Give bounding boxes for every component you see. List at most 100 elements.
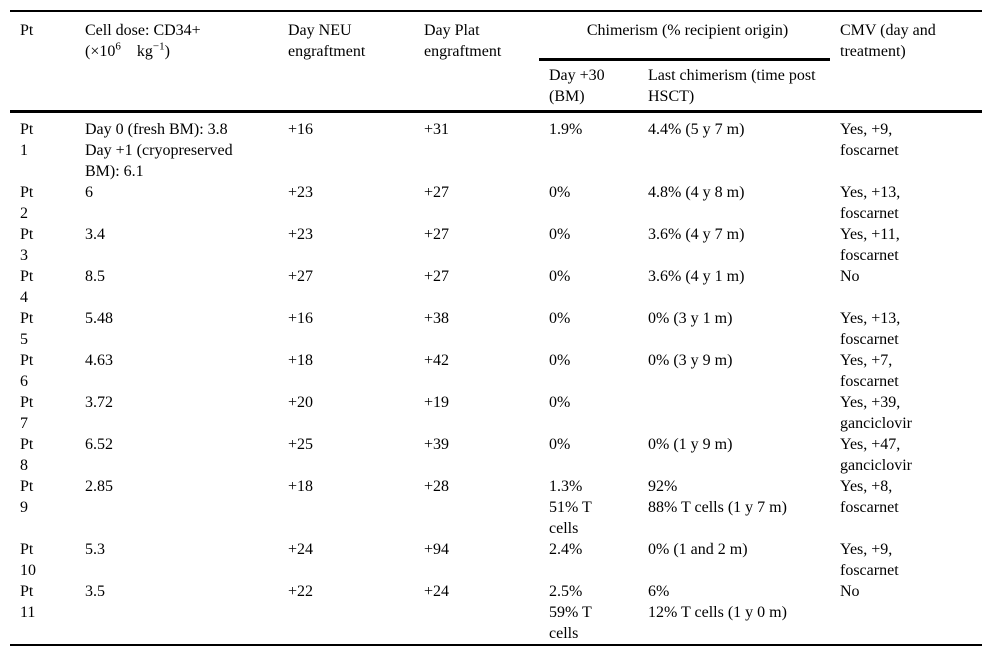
cell-neu: +16 — [288, 121, 314, 138]
cell-day30: 1.3% 51% T cells — [549, 478, 592, 537]
cell-neu: +22 — [278, 581, 414, 646]
cell-pt: Pt 4 — [20, 268, 34, 306]
cell-last-chimerism: 0% (3 y 9 m) — [648, 352, 733, 369]
cell-pt: Pt 7 — [20, 394, 34, 432]
cell-dose: 5.3 — [85, 541, 105, 558]
patient-row: Pt 4 8.5 +27 +27 0% 3.6% (4 y 1 m) No — [10, 266, 982, 308]
cell-last-chimerism: 92% 88% T cells (1 y 7 m) — [648, 478, 787, 516]
col-header-day-neu: Day NEU engraftment — [278, 10, 414, 113]
cell-cmv: Yes, +7, foscarnet — [840, 352, 899, 390]
cell-cmv: Yes, +13, foscarnet — [840, 184, 901, 222]
cell-dose: 6 — [85, 184, 93, 201]
cell-plat: +39 — [424, 436, 450, 453]
cell-cmv: Yes, +9, foscarnet — [840, 541, 899, 579]
cell-dose-header-units: (×106 kg−1) — [85, 40, 170, 60]
patient-row: Pt 9 2.85 +18 +28 1.3% 51% T cells 92% 8… — [10, 476, 982, 539]
cell-cmv: No — [840, 268, 860, 285]
cell-day30: 0% — [549, 436, 571, 453]
cell-dose: 2.85 — [85, 478, 113, 495]
cell-neu: +18 — [288, 478, 314, 495]
patient-row: Pt 6 4.63 +18 +42 0% 0% (3 y 9 m) Yes, +… — [10, 350, 982, 392]
cell-dose-header-line1: Cell dose: CD34+ — [85, 22, 201, 39]
cell-last-chimerism: 3.6% (4 y 7 m) — [648, 226, 745, 243]
cell-neu: +24 — [288, 541, 314, 558]
patient-row: Pt 7 3.72 +20 +19 0% Yes, +39, ganciclov… — [10, 392, 982, 434]
cell-plat: +27 — [424, 268, 450, 285]
cell-cmv: Yes, +13, foscarnet — [840, 310, 901, 348]
cell-cmv: Yes, +11, foscarnet — [840, 226, 900, 264]
cell-last-chimerism: 3.6% (4 y 1 m) — [648, 268, 745, 285]
cell-neu: +16 — [288, 310, 314, 327]
col-header-pt: Pt — [10, 10, 75, 113]
cell-last-chimerism: 6% 12% T cells (1 y 0 m) — [638, 581, 830, 646]
cell-pt: Pt 5 — [20, 310, 34, 348]
cell-pt: Pt 6 — [20, 352, 34, 390]
cell-plat: +31 — [424, 121, 450, 138]
patient-row: Pt 1 Day 0 (fresh BM): 3.8 Day +1 (cryop… — [10, 112, 982, 183]
patient-outcomes-table: Pt Cell dose: CD34+ (×106 kg−1) Day NEU en… — [10, 10, 982, 646]
cell-pt: Pt 9 — [20, 478, 34, 516]
cell-day30: 0% — [549, 394, 571, 411]
cell-cmv: Yes, +9, foscarnet — [840, 121, 899, 159]
cell-neu: +23 — [288, 184, 314, 201]
cell-dose: 3.4 — [85, 226, 105, 243]
cell-pt: Pt 8 — [20, 436, 34, 474]
patient-row: Pt 3 3.4 +23 +27 0% 3.6% (4 y 7 m) Yes, … — [10, 224, 982, 266]
cell-cmv: Yes, +39, ganciclovir — [840, 394, 912, 432]
cell-plat: +38 — [424, 310, 450, 327]
cell-last-chimerism: 0% (1 and 2 m) — [648, 541, 748, 558]
cell-pt: Pt 11 — [10, 581, 75, 646]
cell-last-chimerism — [638, 392, 830, 434]
cell-day30: 2.4% — [549, 541, 583, 558]
cell-last-chimerism: 0% (1 y 9 m) — [648, 436, 733, 453]
cell-plat: +94 — [424, 541, 450, 558]
table-body: Pt 1 Day 0 (fresh BM): 3.8 Day +1 (cryop… — [10, 112, 982, 646]
col-header-cell-dose: Cell dose: CD34+ (×106 kg−1) — [75, 10, 278, 113]
col-header-last-chimerism: Last chimerism (time post HSCT) — [638, 59, 830, 113]
cell-cmv: Yes, +8, foscarnet — [840, 478, 899, 516]
cell-day30: 0% — [549, 268, 571, 285]
cell-dose: 4.63 — [85, 352, 113, 369]
cell-cmv: Yes, +47, ganciclovir — [840, 436, 912, 474]
patient-row: Pt 8 6.52 +25 +39 0% 0% (1 y 9 m) Yes, +… — [10, 434, 982, 476]
superscript-exponent: 6 — [115, 40, 121, 53]
cell-last-chimerism: 4.4% (5 y 7 m) — [648, 121, 745, 138]
cell-plat: +27 — [424, 226, 450, 243]
cell-dose: 3.72 — [85, 394, 113, 411]
cell-dose: Day 0 (fresh BM): 3.8 Day +1 (cryopreser… — [85, 121, 233, 180]
patient-row: Pt 2 6 +23 +27 0% 4.8% (4 y 8 m) Yes, +1… — [10, 182, 982, 224]
patient-row: Pt 11 3.5 +22 +24 2.5% 59% T cells 6% 12… — [10, 581, 982, 646]
cell-neu: +23 — [288, 226, 314, 243]
patient-row: Pt 10 5.3 +24 +94 2.4% 0% (1 and 2 m) Ye… — [10, 539, 982, 581]
cell-pt: Pt 3 — [20, 226, 34, 264]
cell-plat: +28 — [424, 478, 450, 495]
cell-last-chimerism: 0% (3 y 1 m) — [648, 310, 733, 327]
cell-plat: +19 — [424, 394, 450, 411]
cell-day30: 0% — [549, 226, 571, 243]
table-header: Pt Cell dose: CD34+ (×106 kg−1) Day NEU en… — [10, 10, 982, 113]
cell-pt: Pt 2 — [20, 184, 34, 222]
cell-neu: +20 — [288, 394, 314, 411]
cell-day30: 0% — [549, 310, 571, 327]
cell-plat: +42 — [424, 352, 450, 369]
col-header-day-plat: Day Plat engraftment — [414, 10, 539, 113]
cell-neu: +27 — [288, 268, 314, 285]
cell-neu: +18 — [288, 352, 314, 369]
cell-day30: 1.9% — [549, 121, 583, 138]
cell-dose: 3.5 — [75, 581, 278, 646]
cell-neu: +25 — [288, 436, 314, 453]
cell-cmv: No — [830, 581, 982, 646]
cell-dose: 8.5 — [85, 268, 105, 285]
superscript-exponent: −1 — [152, 40, 165, 53]
col-header-cmv: CMV (day and treatment) — [830, 10, 982, 113]
cell-pt: Pt 1 — [20, 121, 34, 159]
cell-day30: 2.5% 59% T cells — [539, 581, 638, 646]
patient-row: Pt 5 5.48 +16 +38 0% 0% (3 y 1 m) Yes, +… — [10, 308, 982, 350]
col-header-chimerism-group: Chimerism (% recipient origin) — [539, 10, 830, 61]
cell-day30: 0% — [549, 352, 571, 369]
cell-day30: 0% — [549, 184, 571, 201]
cell-dose: 6.52 — [85, 436, 113, 453]
cell-plat: +24 — [414, 581, 539, 646]
cell-plat: +27 — [424, 184, 450, 201]
cell-dose: 5.48 — [85, 310, 113, 327]
